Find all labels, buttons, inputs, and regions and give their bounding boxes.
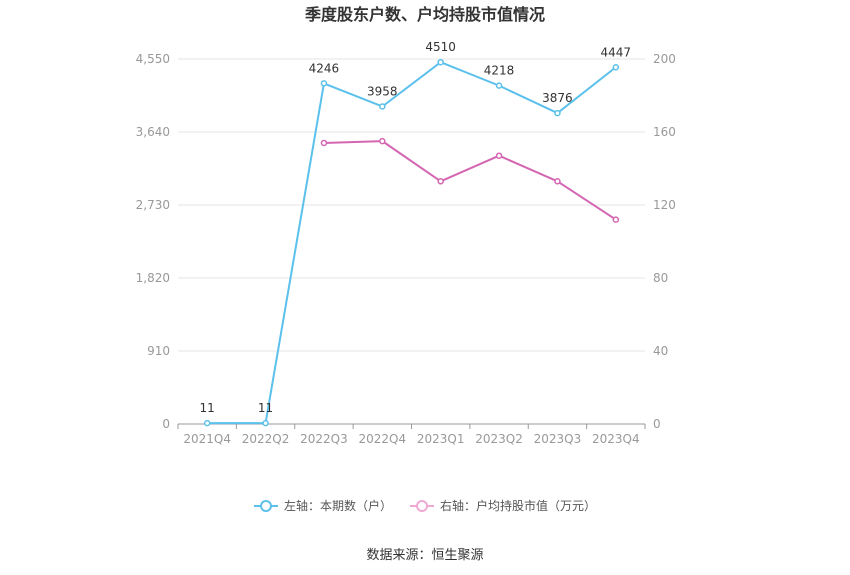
data-label: 4218 <box>484 64 515 78</box>
series-point-1 <box>320 139 328 147</box>
source-note: 数据来源：恒生聚源 <box>366 548 483 563</box>
data-label: 4510 <box>425 40 456 54</box>
legend-swatch-marker <box>259 500 272 512</box>
right-tick-label: 160 <box>653 125 676 139</box>
data-label: 4246 <box>309 61 340 75</box>
series-line-0 <box>207 61 617 425</box>
right-tick-label: 200 <box>653 52 676 66</box>
left-tick-label: 1,820 <box>136 271 170 285</box>
left-tick-label: 910 <box>147 344 170 358</box>
series-point-1 <box>379 137 386 145</box>
data-label: 11 <box>200 401 215 415</box>
x-tick-label: 2021Q4 <box>183 432 231 446</box>
series-point-0 <box>612 64 620 71</box>
legend-item-0: 左轴：本期数（户） <box>253 498 392 513</box>
data-labels: 11 11 4246 3958 4510 4218 3876 4447 <box>200 40 632 415</box>
right-tick-label: 0 <box>653 417 661 431</box>
legend-label: 右轴：户均持股市值（万元） <box>440 498 596 513</box>
data-label: 11 <box>258 401 273 415</box>
series-point-0 <box>437 58 444 66</box>
left-tick-label: 0 <box>162 417 170 431</box>
series-point-0 <box>203 419 211 427</box>
left-tick-label: 2,730 <box>136 198 170 212</box>
series-point-0 <box>262 419 269 427</box>
legend-item-1: 右轴：户均持股市值（万元） <box>410 498 596 513</box>
x-tick-label: 2023Q1 <box>417 432 465 446</box>
data-label: 3876 <box>542 91 573 105</box>
legend-swatch-marker <box>416 500 428 512</box>
x-tick-label: 2022Q2 <box>242 432 290 446</box>
data-label: 3958 <box>367 84 398 98</box>
series-point-0 <box>379 103 386 110</box>
series-point-1 <box>495 152 503 159</box>
x-tick-label: 2023Q3 <box>534 432 582 446</box>
left-tick-label: 3,640 <box>136 125 170 139</box>
chart-title: 季度股东户数、户均持股市值情况 <box>304 5 545 24</box>
x-tick-label: 2022Q3 <box>300 432 348 446</box>
data-label: 4447 <box>601 45 632 59</box>
series-point-0 <box>554 109 561 117</box>
right-tick-label: 80 <box>653 271 668 285</box>
x-tick-label: 2023Q4 <box>592 432 640 446</box>
right-tick-label: 120 <box>653 198 676 212</box>
legend: 左轴：本期数（户） 右轴：户均持股市值（万元） <box>253 498 596 513</box>
grid-lines <box>178 58 645 352</box>
series-point-0 <box>495 82 503 89</box>
legend-label: 左轴：本期数（户） <box>284 498 392 513</box>
x-tick-label: 2022Q4 <box>359 432 407 446</box>
axes: 0 910 1,820 2,730 3,640 4,550 0 40 80 120 160 200 20… <box>136 52 676 446</box>
series-point-1 <box>437 178 444 185</box>
series-point-1 <box>554 178 561 185</box>
right-tick-label: 40 <box>653 344 668 358</box>
series-point-0 <box>320 80 328 87</box>
series-layer <box>203 58 620 427</box>
left-tick-label: 4,550 <box>136 52 170 66</box>
series-point-1 <box>612 216 620 223</box>
x-tick-label: 2023Q2 <box>475 432 523 446</box>
series-line-1 <box>323 140 617 221</box>
